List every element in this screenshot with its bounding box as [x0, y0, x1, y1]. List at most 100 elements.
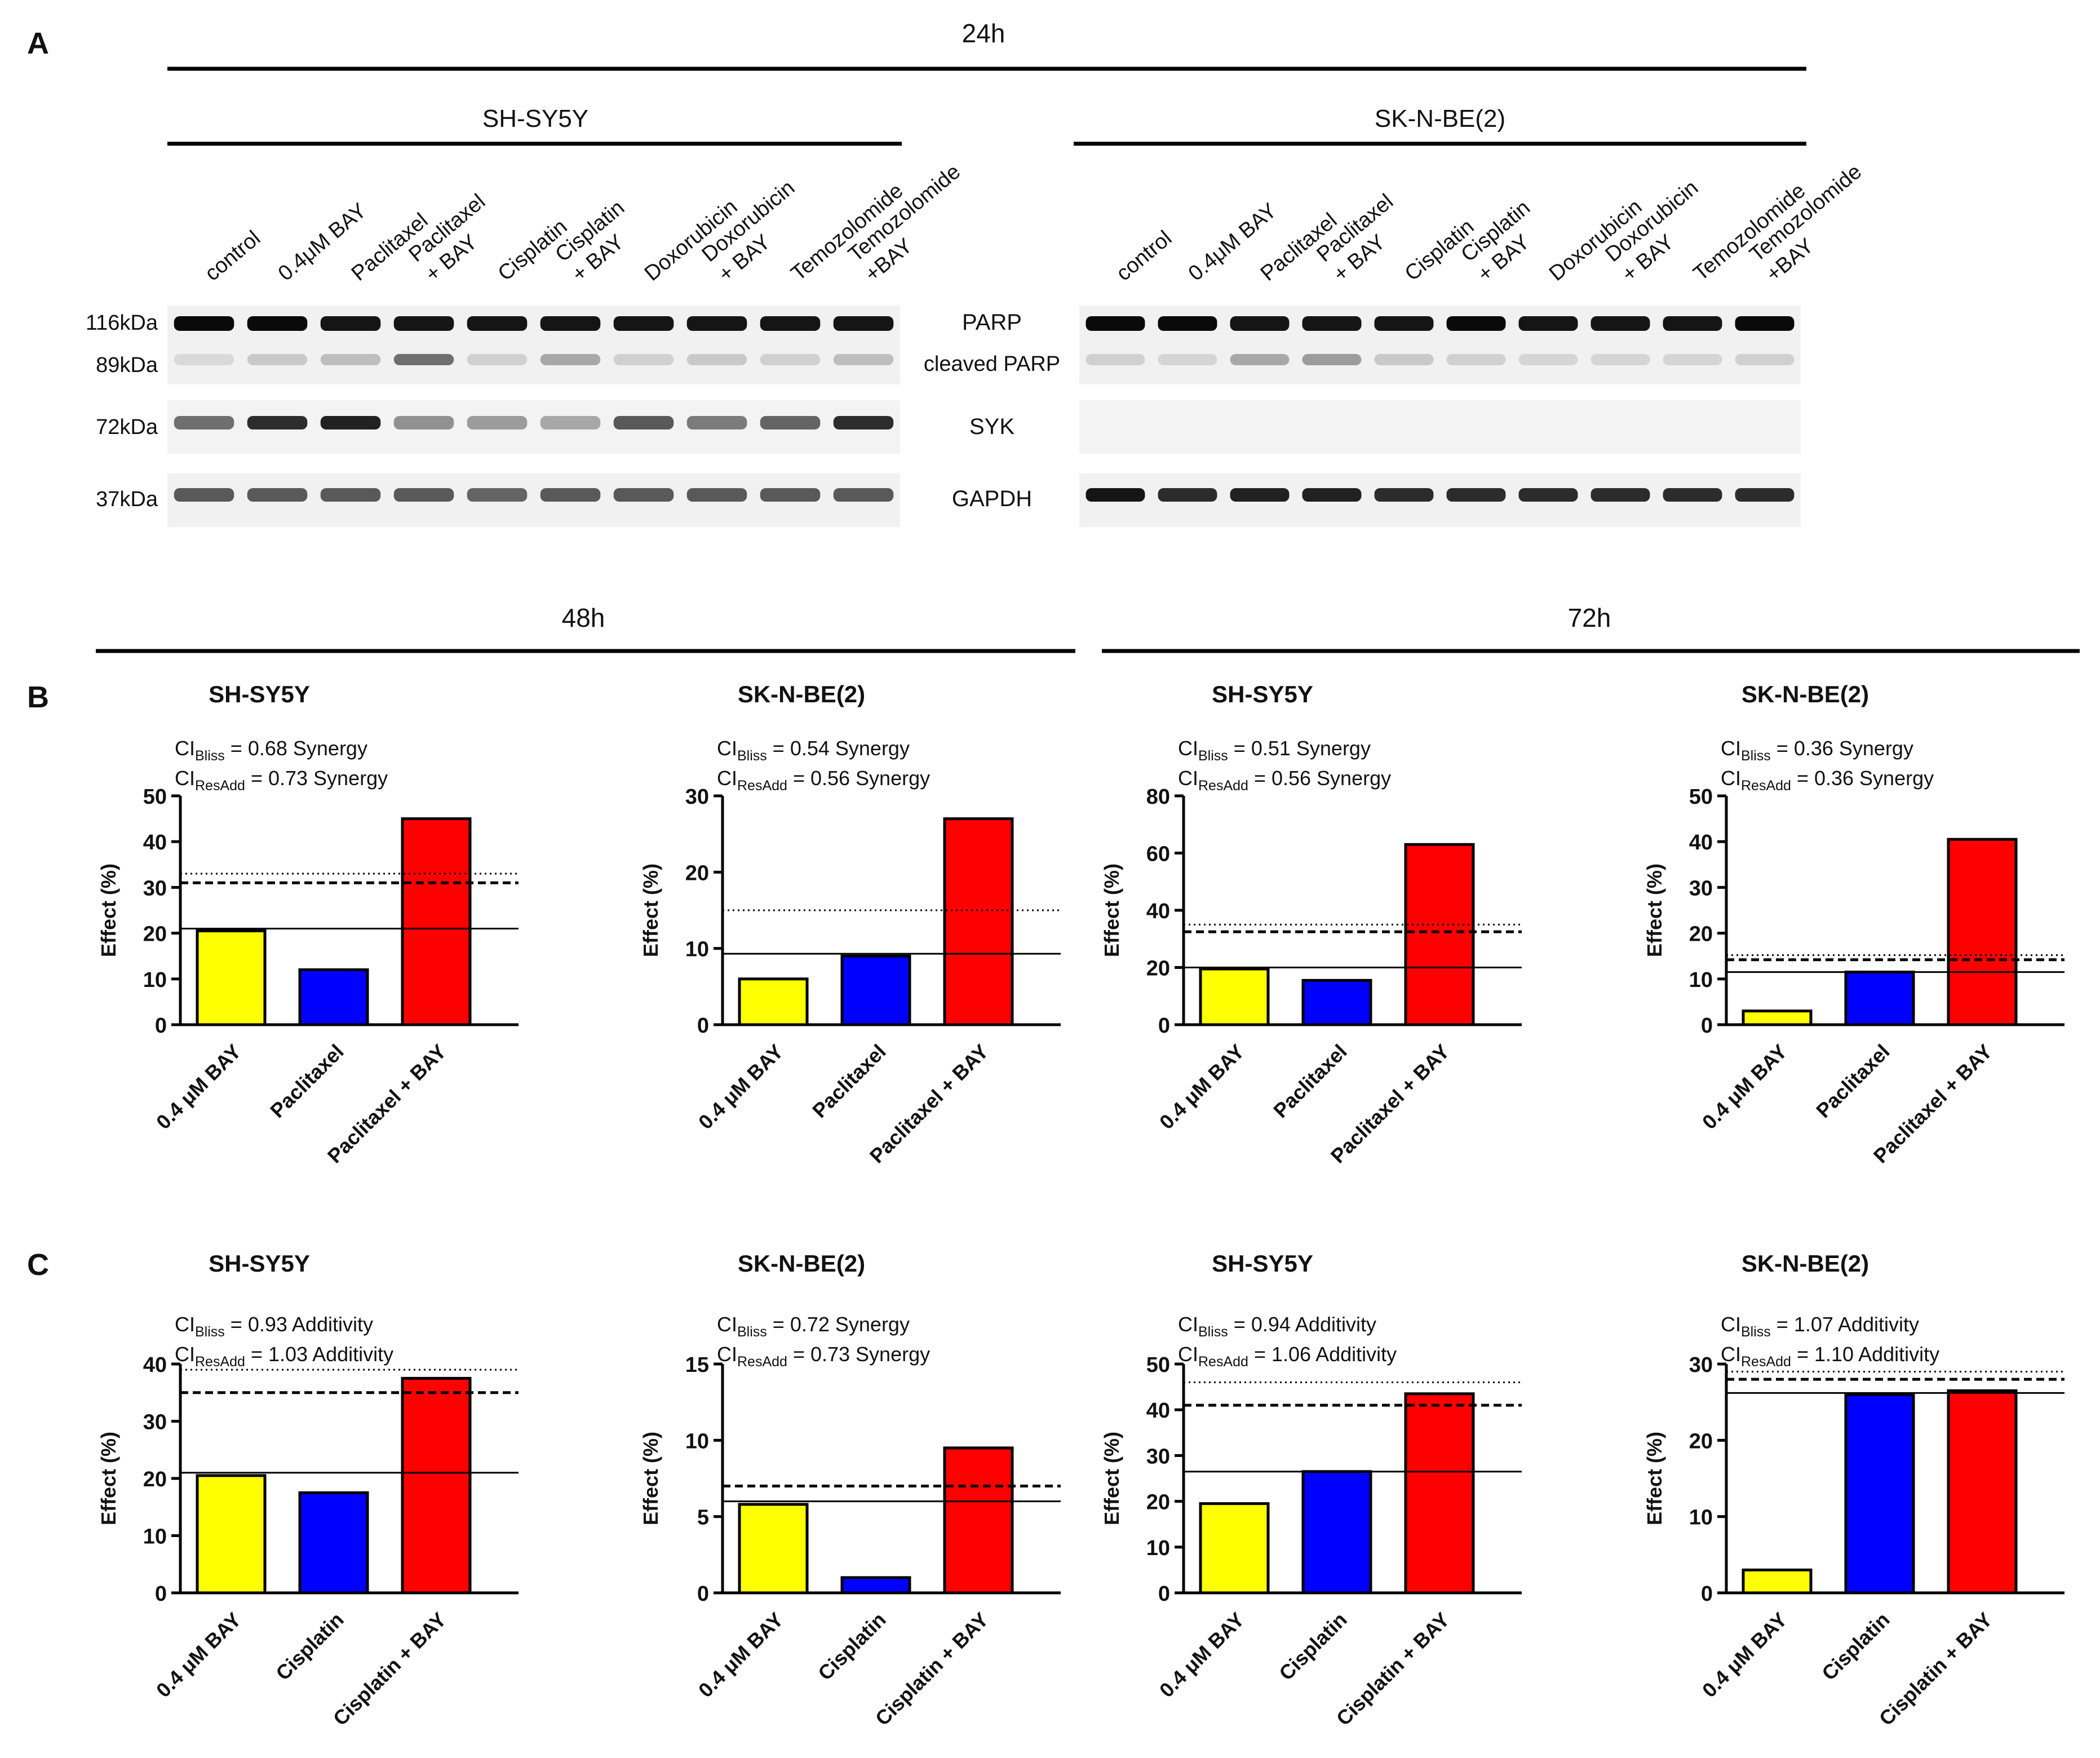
y-tick-label: 20: [1146, 957, 1170, 981]
blot-band-gapdh: [1230, 488, 1290, 502]
x-category-label: Cisplatin + BAY: [871, 1608, 993, 1730]
ci-annotation: CIResAdd = 0.73 Synergy: [175, 767, 388, 794]
y-tick-label: 30: [143, 1411, 167, 1434]
bar: [1742, 1568, 1813, 1595]
x-category-label: 0.4 μM BAY: [1155, 1040, 1249, 1134]
bar-chart: SH-SY5Y CIBliss = 0.51 Synergy CIResAdd = …: [1100, 681, 1522, 1168]
blot-band-parp: [1086, 316, 1145, 331]
ci-annotation: CIBliss = 0.94 Additivity: [1178, 1313, 1376, 1340]
x-category-label: 0.4 μM BAY: [152, 1608, 246, 1702]
x-category-label: Cisplatin + BAY: [329, 1608, 451, 1730]
x-category-label: Cisplatin + BAY: [1875, 1608, 1997, 1730]
x-category-label: Cisplatin: [813, 1608, 890, 1685]
x-category-label: Cisplatin + BAY: [1332, 1608, 1454, 1730]
bar: [401, 817, 472, 1026]
y-axis-label: Effect (%): [97, 1432, 120, 1525]
x-category-label: 0.4 μM BAY: [1698, 1040, 1792, 1134]
y-tick-label: 30: [1689, 1353, 1713, 1377]
chart-title: SH-SY5Y: [1212, 681, 1313, 707]
y-tick-label: 10: [143, 1525, 167, 1549]
blot-band-gapdh: [467, 488, 528, 502]
blot-band-cleaved: [1302, 354, 1362, 365]
y-tick-label: 20: [143, 923, 167, 946]
bar-chart: SK-N-BE(2) CIBliss = 0.36 Synergy CIResAdd…: [1643, 681, 2064, 1168]
blot-band-syk: [760, 416, 821, 429]
x-category-label: 0.4 μM BAY: [694, 1608, 788, 1702]
blot-band-parp: [1374, 316, 1434, 331]
blot-band-cleaved: [613, 354, 674, 365]
ci-annotation: CIResAdd = 0.36 Synergy: [1721, 767, 1934, 794]
blot-band-parp: [1590, 316, 1650, 331]
y-tick-label: 15: [685, 1353, 709, 1377]
bar: [298, 968, 369, 1026]
blot-band-cleaved: [1663, 354, 1722, 365]
bar: [1844, 971, 1915, 1026]
x-category-label: Paclitaxel: [265, 1040, 348, 1122]
x-category-label: Paclitaxel: [1811, 1040, 1894, 1122]
bar: [840, 954, 911, 1026]
y-tick-label: 20: [1146, 1491, 1170, 1515]
blot-band-cleaved: [1230, 354, 1290, 365]
bar: [840, 1576, 911, 1595]
blot-lane-label: Cisplatin+ BAY: [1457, 196, 1552, 286]
y-tick-label: 0: [1158, 1014, 1170, 1038]
bar-time-72h: 72h: [1568, 603, 1611, 632]
ci-annotation: CIBliss = 0.72 Synergy: [717, 1313, 910, 1340]
blot-band-syk: [174, 416, 234, 429]
y-tick-label: 0: [155, 1014, 167, 1038]
bar: [1742, 1009, 1813, 1026]
y-axis-label: Effect (%): [1100, 863, 1123, 957]
blot-band-syk: [320, 416, 381, 429]
blot-band-cleaved: [1518, 354, 1578, 365]
blot-band-parp: [686, 316, 747, 331]
blot-band-parp: [540, 316, 601, 331]
x-category-label: 0.4 μM BAY: [1155, 1608, 1249, 1702]
y-axis-label: Effect (%): [1643, 1432, 1666, 1525]
blot-band-gapdh: [1086, 488, 1145, 502]
blot-band-gapdh: [760, 488, 821, 502]
bar-chart: SH-SY5Y CIBliss = 0.93 Additivity CIResAdd…: [97, 1250, 519, 1730]
blot-band-cleaved: [1086, 354, 1145, 365]
bar-time-48h: 48h: [562, 603, 605, 632]
y-tick-label: 40: [143, 831, 167, 854]
ci-annotation: CIResAdd = 1.10 Additivity: [1721, 1343, 1939, 1370]
blot-band-cleaved: [540, 354, 601, 365]
blot-lane-label: control: [201, 226, 265, 285]
bar-chart: SH-SY5Y CIBliss = 0.94 Additivity CIResAdd…: [1100, 1250, 1522, 1730]
y-tick-label: 30: [685, 785, 709, 809]
y-tick-label: 80: [1146, 785, 1170, 809]
blot-band-cleaved: [686, 354, 747, 365]
blot-band-parp: [1663, 316, 1722, 331]
blot-band-gapdh: [1446, 488, 1506, 502]
y-tick-label: 40: [1689, 831, 1713, 854]
protein-label-syk: SYK: [969, 414, 1014, 439]
y-tick-label: 10: [685, 938, 709, 962]
x-category-label: Cisplatin: [1274, 1608, 1351, 1685]
x-category-label: Cisplatin: [271, 1608, 348, 1685]
blot-band-parp: [760, 316, 821, 331]
y-axis-label: Effect (%): [639, 1432, 662, 1525]
bar-chart: SK-N-BE(2) CIBliss = 0.72 Synergy CIResAdd…: [639, 1250, 1061, 1730]
y-tick-label: 0: [1701, 1582, 1713, 1606]
y-tick-label: 20: [1689, 923, 1713, 946]
bar: [298, 1491, 369, 1595]
y-tick-label: 30: [1689, 876, 1713, 900]
blot-band-syk: [613, 416, 674, 429]
bar: [401, 1376, 472, 1595]
ci-annotation: CIResAdd = 1.06 Additivity: [1178, 1343, 1397, 1370]
blot-band-syk: [540, 416, 601, 429]
y-tick-label: 20: [1689, 1429, 1713, 1453]
bar: [943, 817, 1014, 1026]
blot-band-gapdh: [393, 488, 454, 502]
bar: [1199, 967, 1270, 1026]
y-tick-label: 30: [1146, 1445, 1170, 1468]
blot-band-syk: [247, 416, 308, 429]
blot-band-parp: [393, 316, 454, 331]
y-tick-label: 10: [1689, 1506, 1713, 1530]
blot-band-cleaved: [1374, 354, 1434, 365]
bar: [1199, 1502, 1270, 1595]
y-tick-label: 60: [1146, 843, 1170, 866]
panel-label-b: B: [27, 680, 49, 714]
y-axis-label: Effect (%): [639, 863, 662, 957]
